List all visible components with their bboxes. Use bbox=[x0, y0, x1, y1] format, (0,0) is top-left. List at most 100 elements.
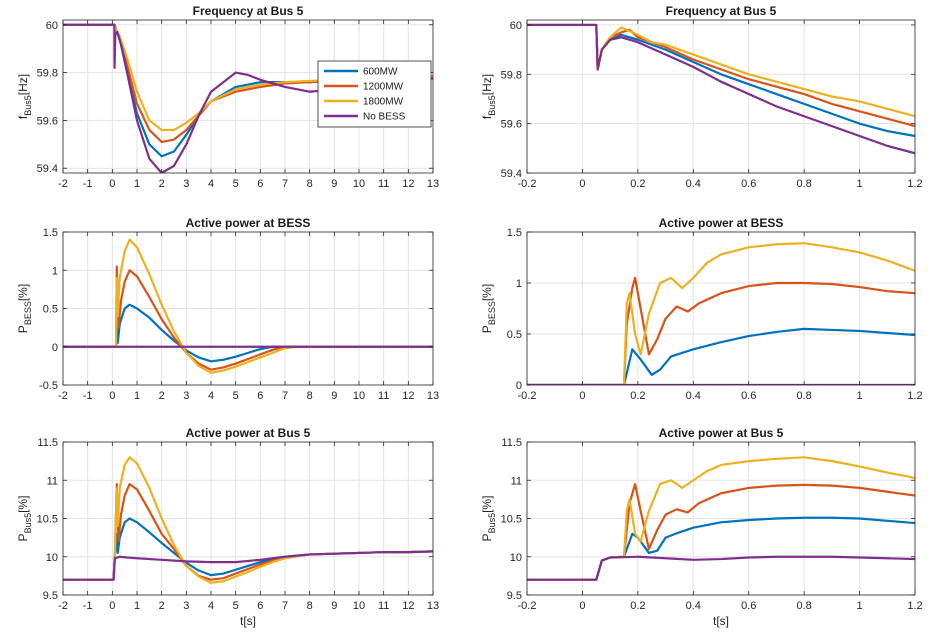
y-tick-label: 10.5 bbox=[37, 514, 58, 526]
x-tick-label: 5 bbox=[233, 178, 239, 190]
panel-3: -2 -1 0 1 2 3 4 5 6 7 8 9 10 11 12 13-0.500.511.5Active… bbox=[16, 216, 439, 402]
x-tick-label: 1 bbox=[857, 390, 863, 402]
y-tick-label: 10.5 bbox=[501, 514, 522, 526]
x-tick-label: 7 bbox=[282, 390, 288, 402]
x-tick-label: 0.8 bbox=[796, 600, 811, 612]
y-axis-label-unit: [%] bbox=[480, 284, 494, 301]
y-tick-label: -0.5 bbox=[39, 380, 58, 392]
x-tick-label: 2 bbox=[159, 390, 165, 402]
panel-5: -2 -1 0 1 2 3 4 5 6 7 8 9 10 11 12 139.51010.51111.5Act… bbox=[16, 426, 439, 628]
x-tick-label: 1.2 bbox=[907, 178, 922, 190]
x-tick-label: 0 bbox=[579, 600, 585, 612]
y-tick-label: 10 bbox=[510, 552, 522, 564]
x-tick-label: -2 bbox=[58, 390, 68, 402]
x-tick-label: 0.6 bbox=[741, 390, 756, 402]
x-tick-label: 12 bbox=[402, 178, 414, 190]
x-tick-label: 0.6 bbox=[741, 178, 756, 190]
x-tick-label: 0.4 bbox=[686, 600, 701, 612]
y-tick-label: 1 bbox=[52, 265, 58, 277]
series-line-no-bess bbox=[527, 555, 915, 581]
x-tick-label: 0.8 bbox=[796, 390, 811, 402]
x-tick-label: 12 bbox=[402, 600, 414, 612]
series-line-600mw bbox=[63, 303, 433, 363]
panel-title: Frequency at Bus 5 bbox=[193, 4, 304, 18]
y-axis-label-subscript: BESS bbox=[487, 301, 497, 325]
y-axis-label: fBus5[Hz] bbox=[480, 74, 497, 119]
y-tick-label: 1 bbox=[516, 278, 522, 290]
panel-2: -0.2 0 0.2 0.4 0.6 0.8 1 1.2 59.4 59.6 59.8 60 Frequ… bbox=[480, 4, 923, 190]
y-axis-label-main: f bbox=[16, 115, 30, 119]
y-axis-label: fBus5[Hz] bbox=[16, 74, 33, 119]
y-tick-label: 60 bbox=[510, 20, 522, 32]
x-tick-label: 0 bbox=[109, 390, 115, 402]
x-tick-label: 2 bbox=[159, 600, 165, 612]
x-tick-label: 11 bbox=[378, 178, 389, 190]
x-tick-label: 0 bbox=[579, 178, 585, 190]
y-tick-label: 0 bbox=[52, 342, 58, 354]
y-axis-label-main: P bbox=[480, 325, 494, 333]
y-axis-label-unit: [%] bbox=[16, 284, 30, 301]
x-tick-label: 6 bbox=[257, 178, 263, 190]
x-tick-label: 8 bbox=[307, 600, 313, 612]
y-tick-label: 9.5 bbox=[43, 590, 58, 602]
x-tick-label: 1 bbox=[134, 600, 140, 612]
y-tick-label: 11 bbox=[511, 475, 522, 487]
panel-title: Active power at Bus 5 bbox=[186, 426, 311, 440]
y-tick-label: 59.4 bbox=[501, 168, 522, 180]
series-line-1200mw bbox=[63, 265, 433, 371]
x-tick-label: 0.2 bbox=[630, 390, 645, 402]
series-line-1800mw bbox=[527, 242, 915, 385]
y-axis-label-main: P bbox=[16, 325, 30, 333]
y-tick-label: 60 bbox=[46, 20, 58, 32]
x-tick-label: 1.2 bbox=[907, 390, 922, 402]
series-line-no-bess bbox=[63, 550, 433, 581]
x-tick-label: 4 bbox=[208, 600, 214, 612]
x-axis-label: t[s] bbox=[713, 614, 729, 628]
y-axis-label: PBus5[%] bbox=[480, 496, 497, 542]
x-tick-label: 0.6 bbox=[741, 600, 756, 612]
y-tick-label: 59.4 bbox=[37, 163, 58, 175]
plot-area bbox=[527, 232, 915, 385]
x-tick-label: 0 bbox=[109, 600, 115, 612]
x-tick-label: 8 bbox=[307, 390, 313, 402]
x-tick-label: 13 bbox=[427, 390, 439, 402]
x-tick-label: 8 bbox=[307, 178, 313, 190]
panel-title: Active power at Bus 5 bbox=[659, 426, 784, 440]
x-tick-label: 11 bbox=[378, 600, 389, 612]
x-tick-label: 13 bbox=[427, 178, 439, 190]
y-tick-label: 59.8 bbox=[501, 69, 522, 81]
x-tick-label: 0.4 bbox=[686, 390, 701, 402]
x-tick-label: -0.2 bbox=[518, 178, 537, 190]
y-axis-label-subscript: Bus5 bbox=[487, 95, 497, 116]
series-line-no-bess bbox=[527, 23, 915, 155]
x-tick-label: -1 bbox=[83, 390, 93, 402]
y-axis-label: PBus5[%] bbox=[16, 496, 33, 542]
y-axis-label-main: P bbox=[16, 533, 30, 541]
x-tick-label: 3 bbox=[183, 390, 189, 402]
x-tick-label: 0.2 bbox=[630, 600, 645, 612]
x-tick-label: 1.2 bbox=[907, 600, 922, 612]
y-axis-label: PBESS[%] bbox=[480, 284, 497, 333]
y-tick-label: 11.5 bbox=[501, 437, 522, 449]
legend-entry-label: 1800MW bbox=[363, 97, 404, 108]
y-tick-label: 0.5 bbox=[43, 304, 58, 316]
y-axis-label-subscript: BESS bbox=[23, 301, 33, 325]
x-tick-label: 12 bbox=[402, 390, 414, 402]
y-tick-label: 11 bbox=[47, 475, 58, 487]
x-tick-label: 6 bbox=[257, 390, 263, 402]
x-tick-label: 5 bbox=[233, 390, 239, 402]
y-tick-label: 59.6 bbox=[37, 115, 58, 127]
x-tick-label: 0.8 bbox=[796, 178, 811, 190]
axes-box bbox=[526, 231, 916, 386]
axes-box bbox=[526, 19, 916, 174]
x-tick-label: 4 bbox=[208, 390, 214, 402]
y-tick-label: 1.5 bbox=[507, 227, 522, 239]
legend-entry-label: No BESS bbox=[363, 112, 406, 123]
y-axis-label-unit: [Hz] bbox=[480, 74, 494, 95]
y-tick-label: 0 bbox=[516, 380, 522, 392]
panel-title: Active power at BESS bbox=[659, 216, 784, 230]
x-tick-label: 1 bbox=[857, 600, 863, 612]
x-tick-label: -2 bbox=[58, 178, 68, 190]
x-tick-label: -0.2 bbox=[518, 600, 537, 612]
